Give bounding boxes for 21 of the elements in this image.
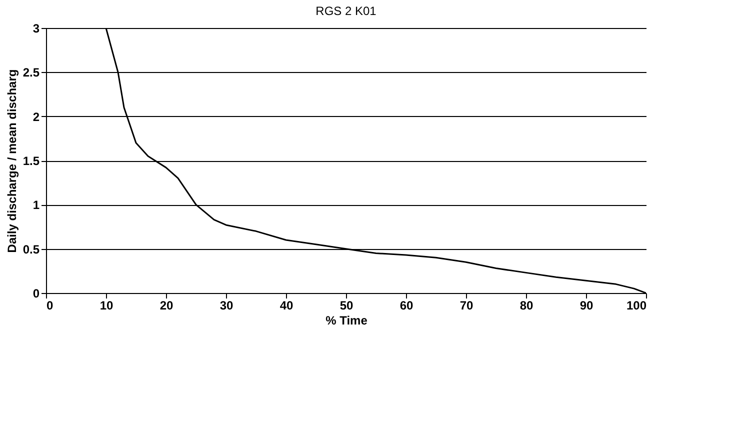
x-tick-label: 80 xyxy=(520,298,534,312)
x-tick-label: 30 xyxy=(220,298,234,312)
x-tick-label: 20 xyxy=(160,298,174,312)
y-tick-label: 1.5 xyxy=(22,154,40,168)
x-tick-label: 90 xyxy=(580,298,594,312)
y-tick-label: 3 xyxy=(32,22,40,36)
x-tick-label: 50 xyxy=(340,298,354,312)
y-tick-label: 2.5 xyxy=(22,66,40,80)
x-tick-label: 100 xyxy=(626,298,647,312)
x-tick-label: 10 xyxy=(100,298,114,312)
chart-title: RGS 2 K01 xyxy=(316,4,377,18)
x-tick-label: 70 xyxy=(460,298,474,312)
x-tick-label: 0 xyxy=(46,298,54,312)
y-tick-label: 0 xyxy=(32,286,40,300)
x-tick-label: 60 xyxy=(400,298,414,312)
y-tick-label: 0.5 xyxy=(22,242,40,256)
y-axis-title: Daily discharge / mean discharg xyxy=(4,69,19,253)
y-tick-label: 2 xyxy=(32,110,40,124)
x-tick-label: 40 xyxy=(280,298,294,312)
x-axis-title: % Time xyxy=(326,314,368,328)
y-tick-label: 1 xyxy=(32,198,40,212)
